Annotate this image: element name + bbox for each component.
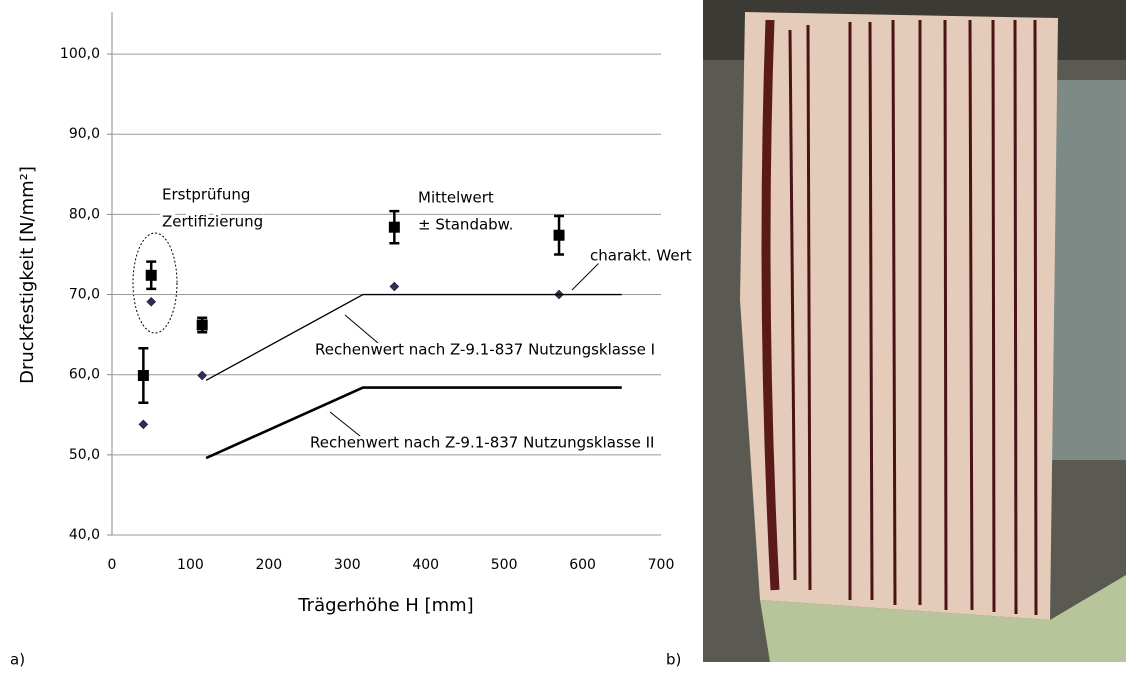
y-tick-label: 80,0 [69, 206, 100, 222]
annotation: ± Standabw. [418, 216, 513, 234]
x-tick-label: 300 [334, 557, 361, 573]
y-tick-label: 100,0 [60, 46, 100, 62]
figure: Druckfestigkeit [N/mm²] Trägerhöhe H [mm… [0, 0, 1126, 673]
annotation: Rechenwert nach Z-9.1-837 Nutzungsklasse… [315, 341, 655, 359]
leader-lines [133, 233, 600, 440]
x-tick-label: 100 [177, 557, 204, 573]
x-tick-label: 200 [255, 557, 282, 573]
diamond-marker [139, 420, 148, 429]
mean-marker [389, 222, 400, 233]
x-tick-label: 400 [412, 557, 439, 573]
x-tick-label: 600 [569, 557, 596, 573]
diamond-marker [390, 282, 399, 291]
annotation: charakt. Wert [590, 247, 692, 265]
mean-marker [146, 270, 157, 281]
panel-label: b) [666, 651, 681, 669]
y-axis-label: Druckfestigkeit [N/mm²] [17, 166, 38, 384]
mean-marker [197, 319, 208, 330]
mean-marker [554, 230, 565, 241]
mean-marker [138, 370, 149, 381]
photo [703, 0, 1126, 662]
x-tick-label: 500 [491, 557, 518, 573]
line [206, 295, 622, 381]
y-tick-label: 70,0 [69, 287, 100, 303]
x-tick-label: 0 [108, 557, 117, 573]
annotation: Erstprüfung [162, 186, 250, 204]
y-tick-label: 50,0 [69, 447, 100, 463]
y-tick-label: 60,0 [69, 367, 100, 383]
panel-label: a) [10, 651, 25, 669]
y-tick-label: 90,0 [69, 126, 100, 142]
y-tick-label: 40,0 [69, 527, 100, 543]
x-tick-label: 700 [648, 557, 675, 573]
diamond-marker [147, 297, 156, 306]
annotation: Mittelwert [418, 189, 494, 207]
annotation: Rechenwert nach Z-9.1-837 Nutzungsklasse… [310, 434, 654, 452]
x-axis-label: Trägerhöhe H [mm] [297, 595, 473, 616]
diamond-marker [198, 371, 207, 380]
annotation: Zertifizierung [162, 213, 263, 231]
